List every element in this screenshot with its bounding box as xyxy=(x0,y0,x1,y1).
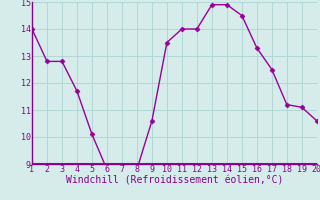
X-axis label: Windchill (Refroidissement éolien,°C): Windchill (Refroidissement éolien,°C) xyxy=(66,176,283,186)
